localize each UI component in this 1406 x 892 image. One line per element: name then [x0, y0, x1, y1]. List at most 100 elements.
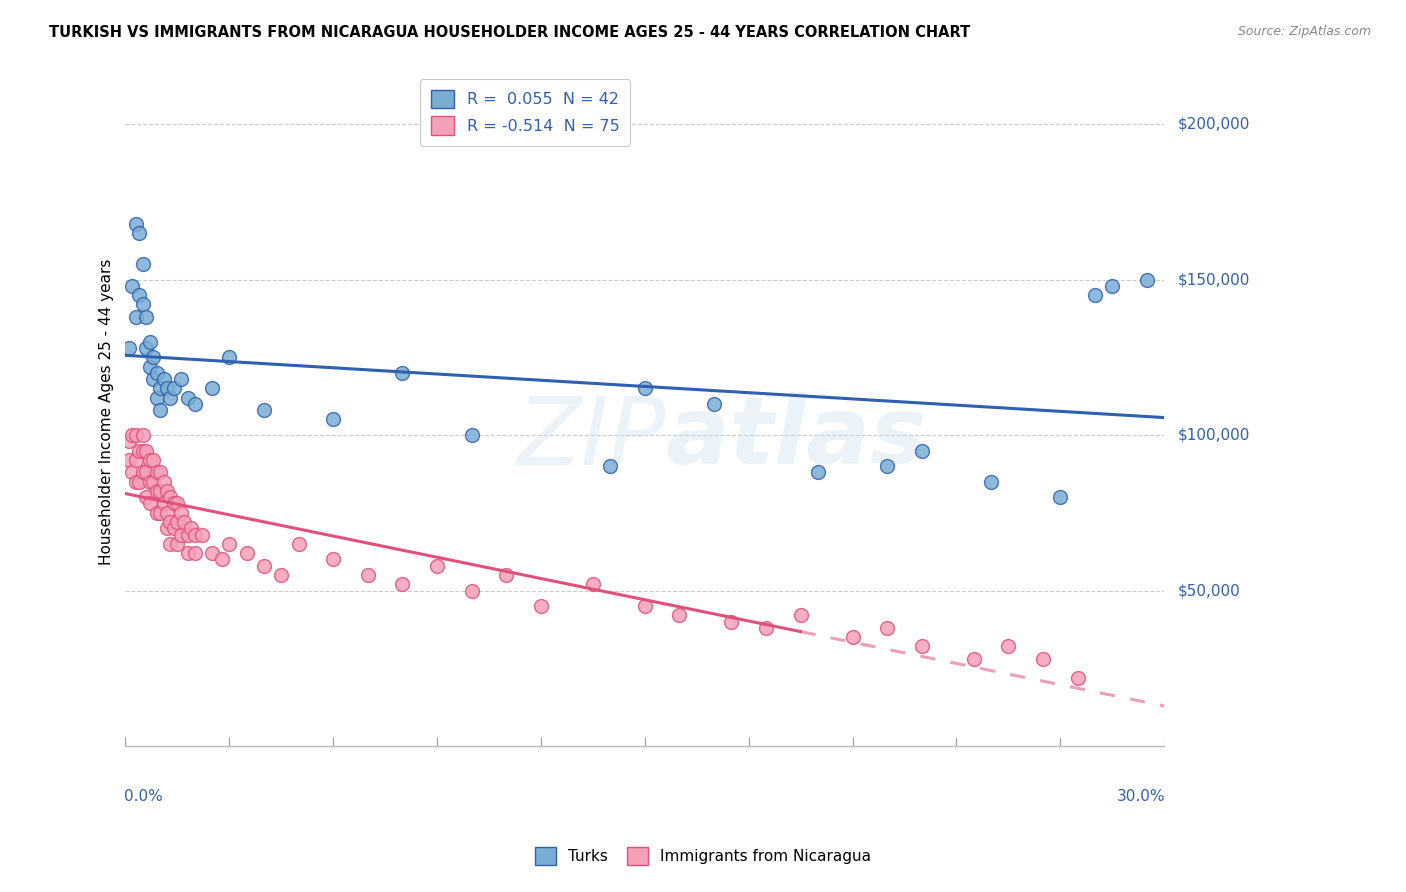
Point [201, 546, 224, 560]
Point [460, 583, 482, 598]
Point [460, 428, 482, 442]
Point [125, 428, 148, 442]
Point [980, 475, 1002, 489]
Point [1101, 278, 1123, 293]
Point [142, 372, 165, 386]
Point [138, 496, 160, 510]
Point [142, 453, 165, 467]
Point [125, 217, 148, 231]
Point [138, 359, 160, 374]
Point [235, 546, 257, 560]
Point [190, 527, 212, 541]
Point [149, 466, 172, 480]
Point [149, 403, 172, 417]
Point [145, 391, 167, 405]
Point [128, 226, 150, 240]
Point [218, 351, 240, 365]
Point [145, 466, 167, 480]
Point [135, 310, 157, 324]
Legend: R =  0.055  N = 42, R = -0.514  N = 75: R = 0.055 N = 42, R = -0.514 N = 75 [420, 78, 630, 146]
Point [125, 475, 148, 489]
Point [132, 443, 155, 458]
Point [145, 366, 167, 380]
Point [118, 453, 141, 467]
Point [156, 506, 179, 520]
Point [170, 527, 193, 541]
Point [163, 496, 186, 510]
Point [152, 372, 174, 386]
Text: Source: ZipAtlas.com: Source: ZipAtlas.com [1237, 25, 1371, 38]
Point [138, 453, 160, 467]
Point [391, 366, 413, 380]
Point [1032, 652, 1054, 666]
Point [156, 483, 179, 498]
Point [152, 496, 174, 510]
Point [159, 515, 181, 529]
Point [997, 640, 1019, 654]
Point [121, 466, 143, 480]
Point [118, 434, 141, 449]
Point [218, 537, 240, 551]
Point [211, 552, 233, 566]
Point [180, 521, 202, 535]
Point [149, 483, 172, 498]
Text: $100,000: $100,000 [1178, 427, 1250, 442]
Point [159, 490, 181, 504]
Point [668, 608, 690, 623]
Point [634, 599, 657, 613]
Point [132, 428, 155, 442]
Point [177, 546, 200, 560]
Point [911, 443, 934, 458]
Point [152, 475, 174, 489]
Point [132, 257, 155, 271]
Point [495, 568, 517, 582]
Point [357, 568, 380, 582]
Text: 30.0%: 30.0% [1116, 789, 1166, 805]
Point [177, 391, 200, 405]
Point [142, 475, 165, 489]
Point [391, 577, 413, 591]
Point [135, 466, 157, 480]
Point [128, 475, 150, 489]
Point [1084, 288, 1107, 302]
Point [789, 608, 811, 623]
Point [1066, 671, 1088, 685]
Text: $200,000: $200,000 [1178, 117, 1250, 132]
Point [582, 577, 605, 591]
Point [183, 527, 205, 541]
Point [138, 334, 160, 349]
Y-axis label: Householder Income Ages 25 - 44 years: Householder Income Ages 25 - 44 years [100, 259, 114, 565]
Text: $150,000: $150,000 [1178, 272, 1250, 287]
Point [142, 351, 165, 365]
Point [138, 475, 160, 489]
Point [121, 428, 143, 442]
Point [128, 288, 150, 302]
Point [121, 278, 143, 293]
Point [177, 527, 200, 541]
Point [135, 443, 157, 458]
Text: atlas: atlas [665, 392, 927, 484]
Point [125, 453, 148, 467]
Text: $50,000: $50,000 [1178, 583, 1240, 598]
Point [125, 310, 148, 324]
Point [128, 443, 150, 458]
Text: TURKISH VS IMMIGRANTS FROM NICARAGUA HOUSEHOLDER INCOME AGES 25 - 44 YEARS CORRE: TURKISH VS IMMIGRANTS FROM NICARAGUA HOU… [49, 25, 970, 40]
Point [132, 297, 155, 311]
Point [911, 640, 934, 654]
Point [166, 515, 188, 529]
Point [253, 558, 276, 573]
Point [135, 490, 157, 504]
Point [183, 397, 205, 411]
Point [201, 381, 224, 395]
Point [755, 621, 778, 635]
Point [876, 621, 898, 635]
Point [703, 397, 725, 411]
Text: ZIP: ZIP [516, 393, 665, 484]
Point [145, 483, 167, 498]
Point [159, 391, 181, 405]
Point [183, 546, 205, 560]
Point [599, 459, 621, 474]
Point [156, 381, 179, 395]
Point [163, 381, 186, 395]
Point [173, 515, 195, 529]
